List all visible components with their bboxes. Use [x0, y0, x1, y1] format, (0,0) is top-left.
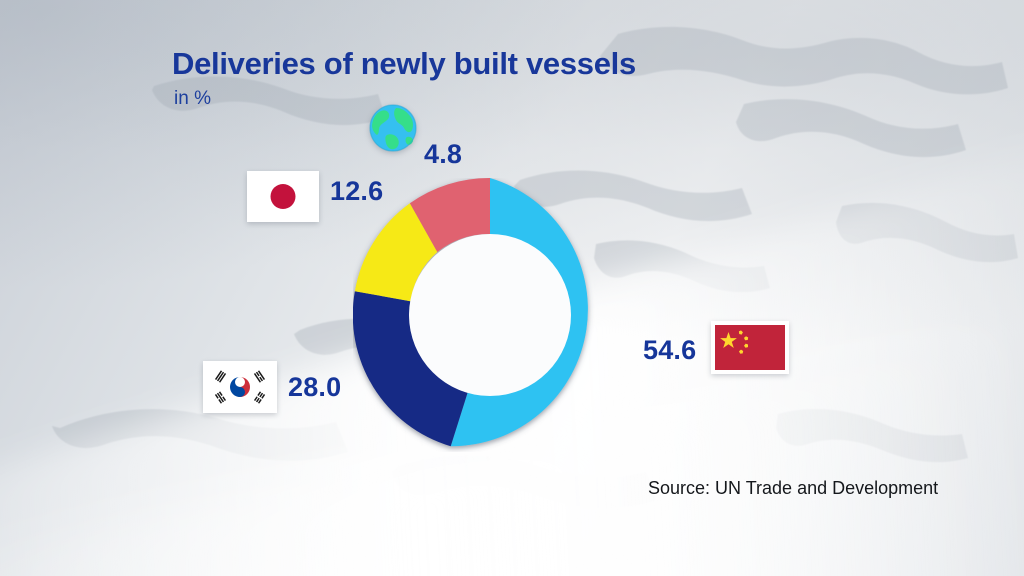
value-label-other: 4.8: [424, 139, 463, 169]
flag-china-icon: [711, 321, 789, 374]
globe-icon: [369, 104, 417, 152]
donut-slice-japan[interactable]: [354, 203, 438, 302]
donut-slice-other[interactable]: [409, 178, 490, 252]
source-attribution: Source: UN Trade and Development: [648, 478, 939, 498]
page-title: Deliveries of newly built vessels: [172, 46, 636, 81]
page-subtitle: in %: [174, 88, 211, 109]
value-label-south-korea: 28.0: [288, 372, 342, 402]
value-label-china: 54.6: [643, 335, 697, 365]
donut-slice-china[interactable]: [450, 178, 588, 447]
donut-chart: [353, 178, 627, 452]
value-label-japan: 12.6: [330, 176, 384, 206]
flag-south-korea-icon: [203, 361, 277, 413]
flag-japan-icon: [247, 171, 319, 222]
donut-slice-south-korea[interactable]: [353, 291, 468, 447]
donut-hole: [409, 234, 571, 396]
